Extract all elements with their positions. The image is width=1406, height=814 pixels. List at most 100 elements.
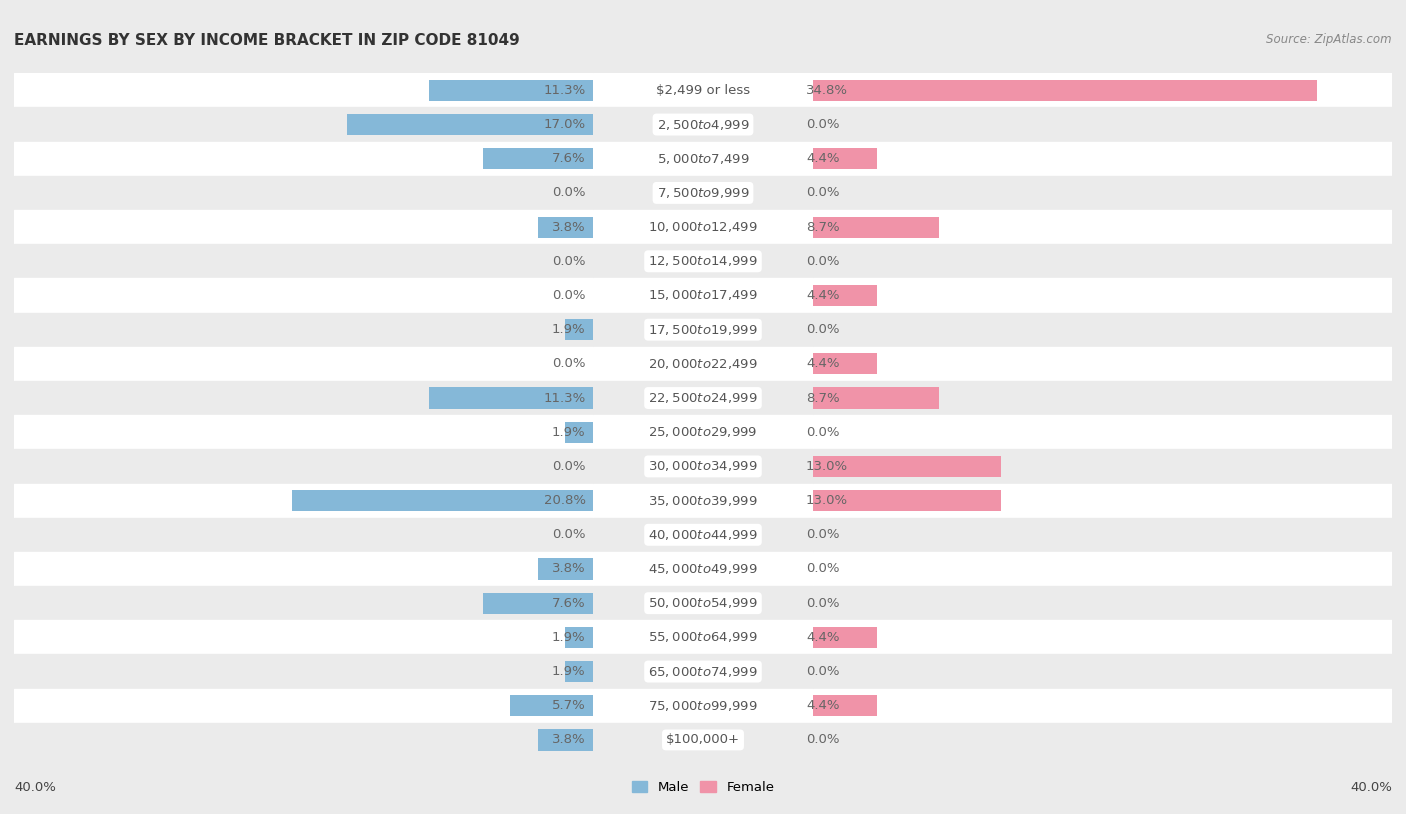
- Text: $65,000 to $74,999: $65,000 to $74,999: [648, 664, 758, 679]
- Bar: [593, 484, 813, 518]
- Bar: [813, 695, 877, 716]
- Bar: [593, 689, 813, 723]
- Bar: [537, 217, 593, 238]
- Bar: [593, 415, 813, 449]
- Text: $15,000 to $17,499: $15,000 to $17,499: [648, 288, 758, 303]
- Text: 34.8%: 34.8%: [806, 84, 848, 97]
- Bar: [813, 456, 1001, 477]
- Bar: [593, 107, 813, 142]
- Bar: [537, 729, 593, 751]
- Bar: [14, 73, 593, 107]
- Bar: [347, 114, 593, 135]
- Bar: [813, 689, 1392, 723]
- Text: 3.8%: 3.8%: [553, 562, 585, 575]
- Text: 4.4%: 4.4%: [806, 152, 839, 165]
- Text: $20,000 to $22,499: $20,000 to $22,499: [648, 357, 758, 371]
- Text: 0.0%: 0.0%: [553, 255, 585, 268]
- Bar: [14, 107, 593, 142]
- Bar: [813, 353, 877, 374]
- Text: 4.4%: 4.4%: [806, 699, 839, 712]
- Bar: [14, 449, 593, 484]
- Bar: [813, 518, 1392, 552]
- Bar: [593, 381, 813, 415]
- Text: 0.0%: 0.0%: [806, 733, 839, 746]
- Bar: [510, 695, 593, 716]
- Bar: [593, 620, 813, 654]
- Text: 13.0%: 13.0%: [806, 460, 848, 473]
- Bar: [813, 381, 1392, 415]
- Bar: [813, 278, 1392, 313]
- Text: 13.0%: 13.0%: [806, 494, 848, 507]
- Bar: [593, 244, 813, 278]
- Text: $22,500 to $24,999: $22,500 to $24,999: [648, 391, 758, 405]
- Bar: [813, 347, 1392, 381]
- Text: 0.0%: 0.0%: [553, 528, 585, 541]
- Bar: [813, 142, 1392, 176]
- Bar: [14, 484, 593, 518]
- Text: $75,000 to $99,999: $75,000 to $99,999: [648, 698, 758, 713]
- Bar: [14, 278, 593, 313]
- Bar: [593, 552, 813, 586]
- Text: 4.4%: 4.4%: [806, 289, 839, 302]
- Bar: [565, 627, 593, 648]
- Text: 0.0%: 0.0%: [553, 186, 585, 199]
- Bar: [813, 552, 1392, 586]
- Bar: [14, 654, 593, 689]
- Text: $40,000 to $44,999: $40,000 to $44,999: [648, 527, 758, 542]
- Bar: [813, 484, 1392, 518]
- Bar: [14, 313, 593, 347]
- Text: EARNINGS BY SEX BY INCOME BRACKET IN ZIP CODE 81049: EARNINGS BY SEX BY INCOME BRACKET IN ZIP…: [14, 33, 520, 47]
- Bar: [813, 490, 1001, 511]
- Text: $10,000 to $12,499: $10,000 to $12,499: [648, 220, 758, 234]
- Bar: [14, 347, 593, 381]
- Bar: [813, 620, 1392, 654]
- Text: $2,499 or less: $2,499 or less: [657, 84, 749, 97]
- Bar: [593, 73, 813, 107]
- Text: 0.0%: 0.0%: [806, 426, 839, 439]
- Bar: [593, 654, 813, 689]
- Bar: [813, 73, 1392, 107]
- Bar: [593, 313, 813, 347]
- Text: $17,500 to $19,999: $17,500 to $19,999: [648, 322, 758, 337]
- Bar: [813, 415, 1392, 449]
- Bar: [14, 210, 593, 244]
- Text: 5.7%: 5.7%: [551, 699, 585, 712]
- Bar: [813, 217, 939, 238]
- Bar: [593, 176, 813, 210]
- Bar: [14, 142, 593, 176]
- Bar: [14, 176, 593, 210]
- Bar: [14, 518, 593, 552]
- Bar: [429, 80, 593, 101]
- Text: $5,000 to $7,499: $5,000 to $7,499: [657, 151, 749, 166]
- Text: 0.0%: 0.0%: [806, 323, 839, 336]
- Text: $35,000 to $39,999: $35,000 to $39,999: [648, 493, 758, 508]
- Text: $12,500 to $14,999: $12,500 to $14,999: [648, 254, 758, 269]
- Text: $7,500 to $9,999: $7,500 to $9,999: [657, 186, 749, 200]
- Text: $25,000 to $29,999: $25,000 to $29,999: [648, 425, 758, 440]
- Bar: [813, 449, 1392, 484]
- Bar: [14, 620, 593, 654]
- Text: $55,000 to $64,999: $55,000 to $64,999: [648, 630, 758, 645]
- Text: 1.9%: 1.9%: [553, 323, 585, 336]
- Text: 40.0%: 40.0%: [1350, 781, 1392, 794]
- Bar: [813, 723, 1392, 757]
- Bar: [429, 387, 593, 409]
- Bar: [593, 518, 813, 552]
- Text: 1.9%: 1.9%: [553, 631, 585, 644]
- Bar: [593, 586, 813, 620]
- Bar: [14, 415, 593, 449]
- Bar: [593, 449, 813, 484]
- Bar: [813, 654, 1392, 689]
- Bar: [482, 148, 593, 169]
- Bar: [593, 210, 813, 244]
- Bar: [482, 593, 593, 614]
- Text: 1.9%: 1.9%: [553, 665, 585, 678]
- Text: 1.9%: 1.9%: [553, 426, 585, 439]
- Text: Source: ZipAtlas.com: Source: ZipAtlas.com: [1267, 33, 1392, 46]
- Text: 7.6%: 7.6%: [553, 597, 585, 610]
- Text: 11.3%: 11.3%: [543, 392, 585, 405]
- Text: 8.7%: 8.7%: [806, 221, 839, 234]
- Bar: [813, 244, 1392, 278]
- Bar: [537, 558, 593, 580]
- Bar: [813, 387, 939, 409]
